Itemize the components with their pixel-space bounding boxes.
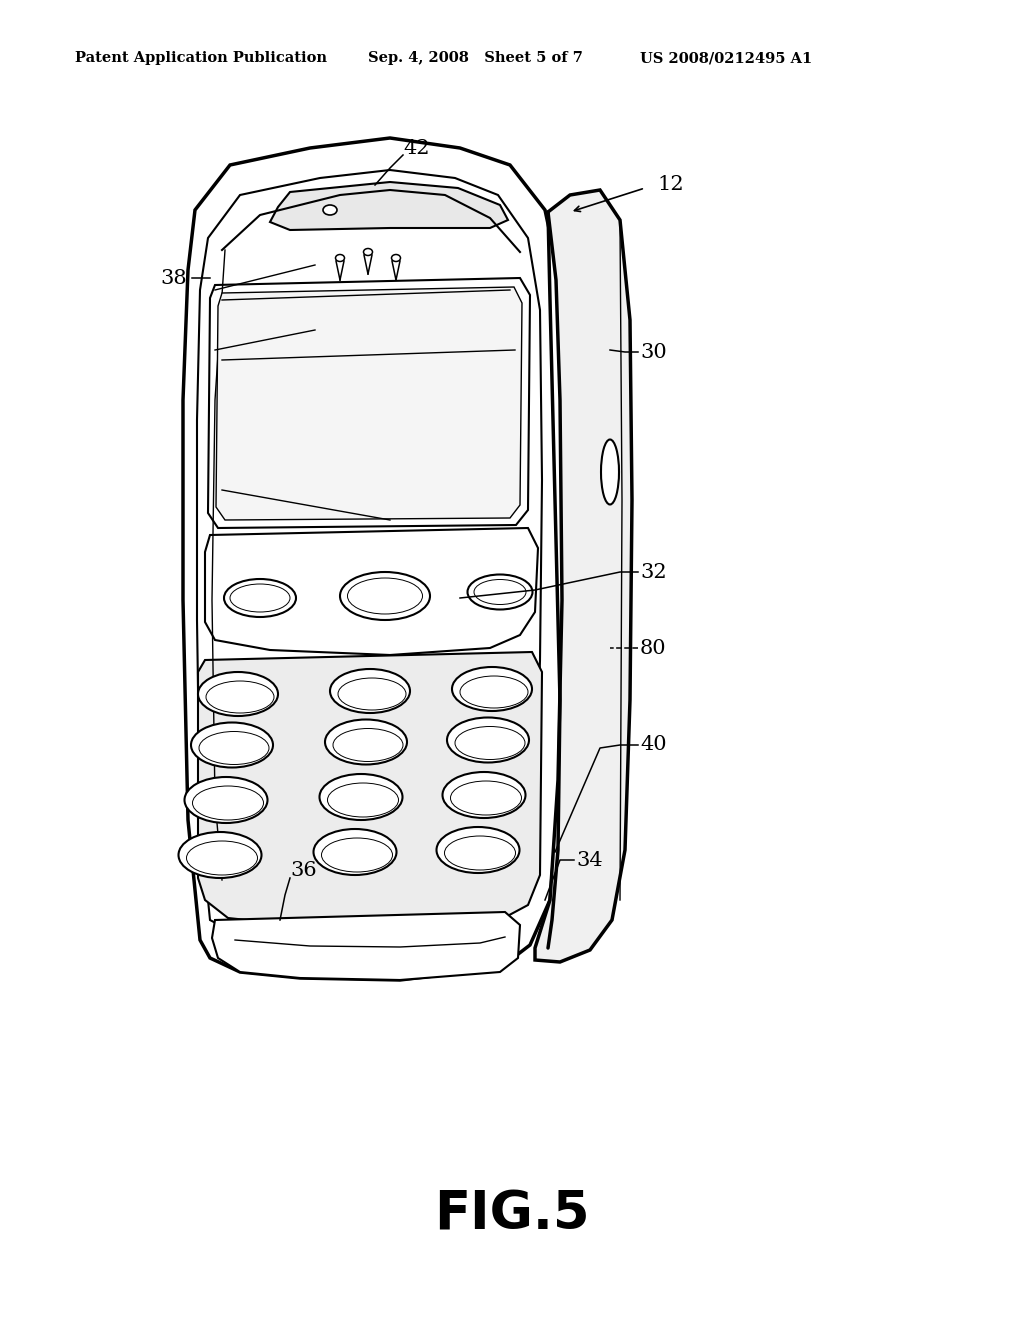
Ellipse shape <box>198 672 278 715</box>
Ellipse shape <box>319 774 402 820</box>
Text: 38: 38 <box>160 268 186 288</box>
Ellipse shape <box>191 722 273 767</box>
Ellipse shape <box>178 832 261 878</box>
Polygon shape <box>198 652 542 928</box>
Text: 40: 40 <box>640 735 667 755</box>
Polygon shape <box>212 912 520 979</box>
Text: 34: 34 <box>575 850 603 870</box>
Ellipse shape <box>347 578 423 614</box>
Ellipse shape <box>336 255 344 261</box>
Ellipse shape <box>328 783 398 817</box>
Ellipse shape <box>364 248 373 256</box>
Ellipse shape <box>442 772 525 818</box>
Ellipse shape <box>468 574 532 610</box>
Polygon shape <box>205 528 538 655</box>
Polygon shape <box>208 279 530 528</box>
Ellipse shape <box>338 678 406 710</box>
Text: 32: 32 <box>640 562 667 582</box>
Ellipse shape <box>455 726 525 759</box>
Polygon shape <box>183 139 565 979</box>
Ellipse shape <box>451 781 521 814</box>
Text: Sep. 4, 2008   Sheet 5 of 7: Sep. 4, 2008 Sheet 5 of 7 <box>368 51 583 65</box>
Text: 80: 80 <box>640 639 667 657</box>
Text: 30: 30 <box>640 342 667 362</box>
Ellipse shape <box>330 669 410 713</box>
Ellipse shape <box>460 676 528 708</box>
Ellipse shape <box>391 255 400 261</box>
Ellipse shape <box>184 777 267 822</box>
Polygon shape <box>216 286 522 520</box>
Ellipse shape <box>325 719 407 764</box>
Ellipse shape <box>193 785 263 820</box>
Text: Patent Application Publication: Patent Application Publication <box>75 51 327 65</box>
Text: 12: 12 <box>657 176 684 194</box>
Polygon shape <box>270 182 508 230</box>
Ellipse shape <box>474 579 526 605</box>
Ellipse shape <box>444 836 515 870</box>
Polygon shape <box>197 170 542 945</box>
Ellipse shape <box>452 667 532 711</box>
Ellipse shape <box>230 583 290 612</box>
Polygon shape <box>535 190 632 962</box>
Ellipse shape <box>224 579 296 616</box>
Ellipse shape <box>206 681 274 713</box>
Ellipse shape <box>601 440 618 504</box>
Ellipse shape <box>323 205 337 215</box>
Ellipse shape <box>447 718 529 763</box>
Text: 36: 36 <box>290 861 316 879</box>
Ellipse shape <box>322 838 392 873</box>
Ellipse shape <box>199 731 269 764</box>
Ellipse shape <box>313 829 396 875</box>
Text: FIG.5: FIG.5 <box>434 1189 590 1241</box>
Ellipse shape <box>333 729 403 762</box>
Ellipse shape <box>340 572 430 620</box>
Ellipse shape <box>436 828 519 873</box>
Ellipse shape <box>186 841 257 875</box>
Text: US 2008/0212495 A1: US 2008/0212495 A1 <box>640 51 812 65</box>
Text: 42: 42 <box>403 139 429 157</box>
